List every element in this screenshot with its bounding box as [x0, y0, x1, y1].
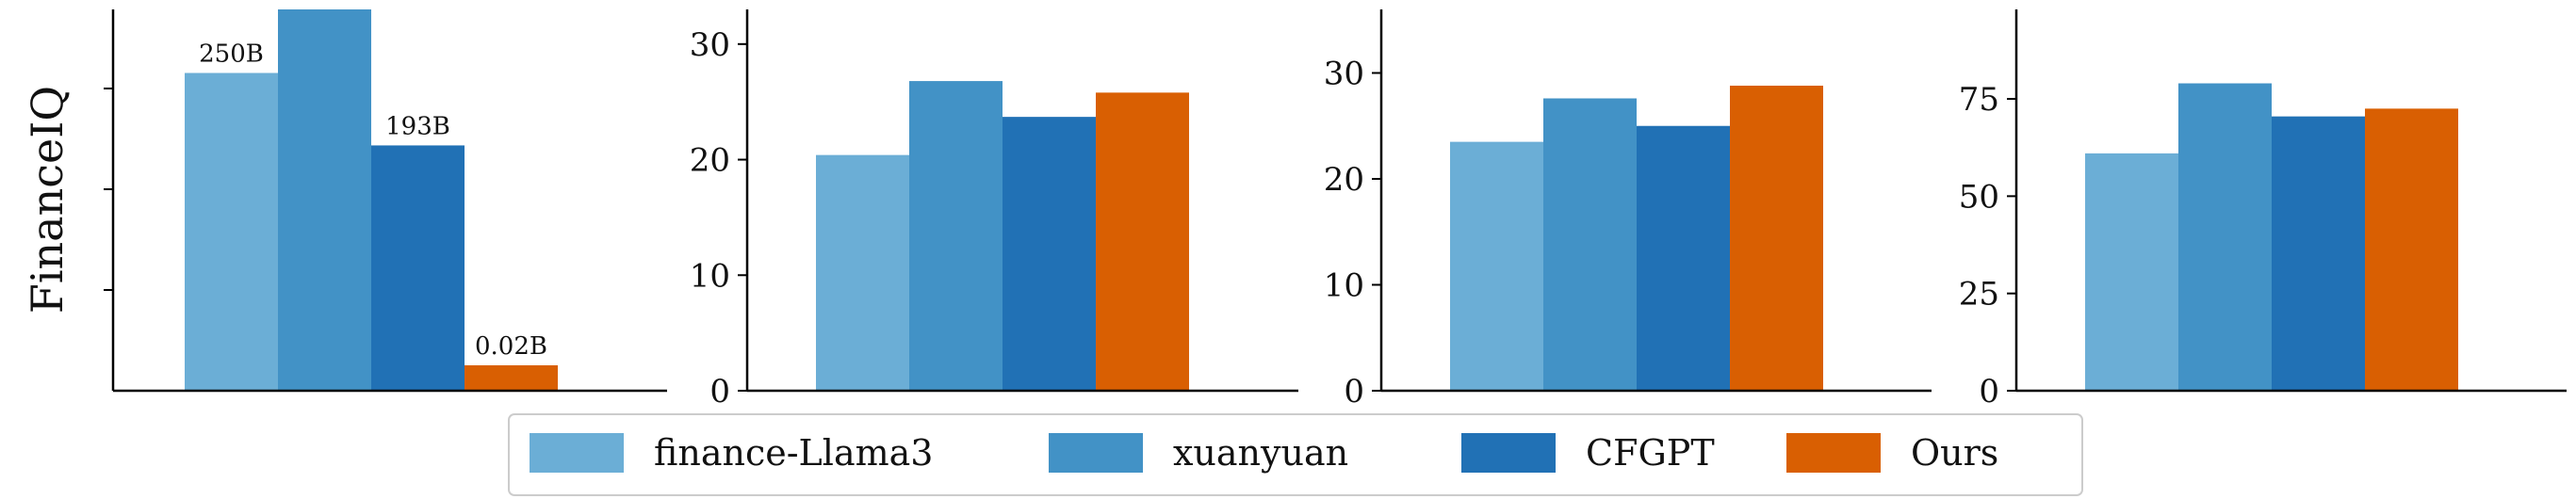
data-label-cfgpt: 193B: [385, 112, 450, 140]
bar-ours: [1096, 92, 1189, 391]
legend-label-cfgpt: CFGPT: [1586, 432, 1715, 474]
legend-swatch-cfgpt: [1461, 433, 1556, 473]
legend-swatch-xuanyuan: [1049, 433, 1143, 473]
chart-panel-2: 0 10 20 30: [690, 9, 1298, 410]
bar-xuanyuan: [2178, 83, 2272, 391]
bar-finance-llama3: [2085, 153, 2178, 391]
y-tick-label: 0: [1344, 373, 1364, 410]
legend-label-ours: Ours: [1911, 432, 1998, 474]
y-tick-label: 0: [709, 373, 730, 410]
chart-panel-4: 0 25 50 75: [1959, 9, 2567, 410]
bar-xuanyuan: [1543, 98, 1637, 391]
chart-panel-3: 0 10 20 30: [1324, 9, 1932, 410]
data-label-finance-llama3: 250B: [199, 40, 264, 69]
y-tick-label: 20: [690, 142, 730, 180]
bar-xuanyuan: [909, 81, 1003, 391]
legend-swatch-ours: [1786, 433, 1881, 473]
y-tick-label: 10: [690, 257, 730, 295]
bar-ours: [1730, 86, 1823, 391]
chart-panel-1: 250B 300B 193B 0.02B FinanceIQ: [22, 0, 667, 393]
legend-label-finance-llama3: finance-Llama3: [654, 432, 933, 474]
bar-cfgpt: [2272, 116, 2365, 392]
bar-finance-llama3: [185, 72, 278, 391]
y-tick-label: 10: [1324, 267, 1364, 305]
bar-ours: [465, 365, 558, 391]
y-tick-label: 30: [690, 26, 730, 64]
data-label-xuanyuan: 300B: [292, 0, 357, 5]
bar-ours: [2365, 108, 2458, 391]
y-tick-label: 20: [1324, 161, 1364, 199]
bar-finance-llama3: [816, 154, 909, 391]
bar-cfgpt: [1637, 125, 1730, 391]
y-tick-label: 50: [1959, 178, 1999, 216]
y-tick-label: 25: [1959, 276, 1999, 314]
y-tick-label: 0: [1979, 373, 1999, 410]
bar-cfgpt: [1003, 117, 1096, 392]
bar-finance-llama3: [1450, 141, 1543, 391]
bar-cfgpt: [371, 145, 465, 391]
data-label-ours: 0.02B: [475, 332, 547, 361]
legend: finance-Llama3 xuanyuan CFGPT Ours: [508, 413, 2083, 496]
legend-label-xuanyuan: xuanyuan: [1173, 432, 1348, 474]
legend-frame: [508, 413, 2083, 496]
bar-xuanyuan: [278, 9, 371, 391]
y-axis-label: FinanceIQ: [22, 86, 73, 314]
y-tick-label: 75: [1959, 81, 1999, 119]
legend-swatch-finance-llama3: [530, 433, 624, 473]
y-tick-label: 30: [1324, 56, 1364, 93]
